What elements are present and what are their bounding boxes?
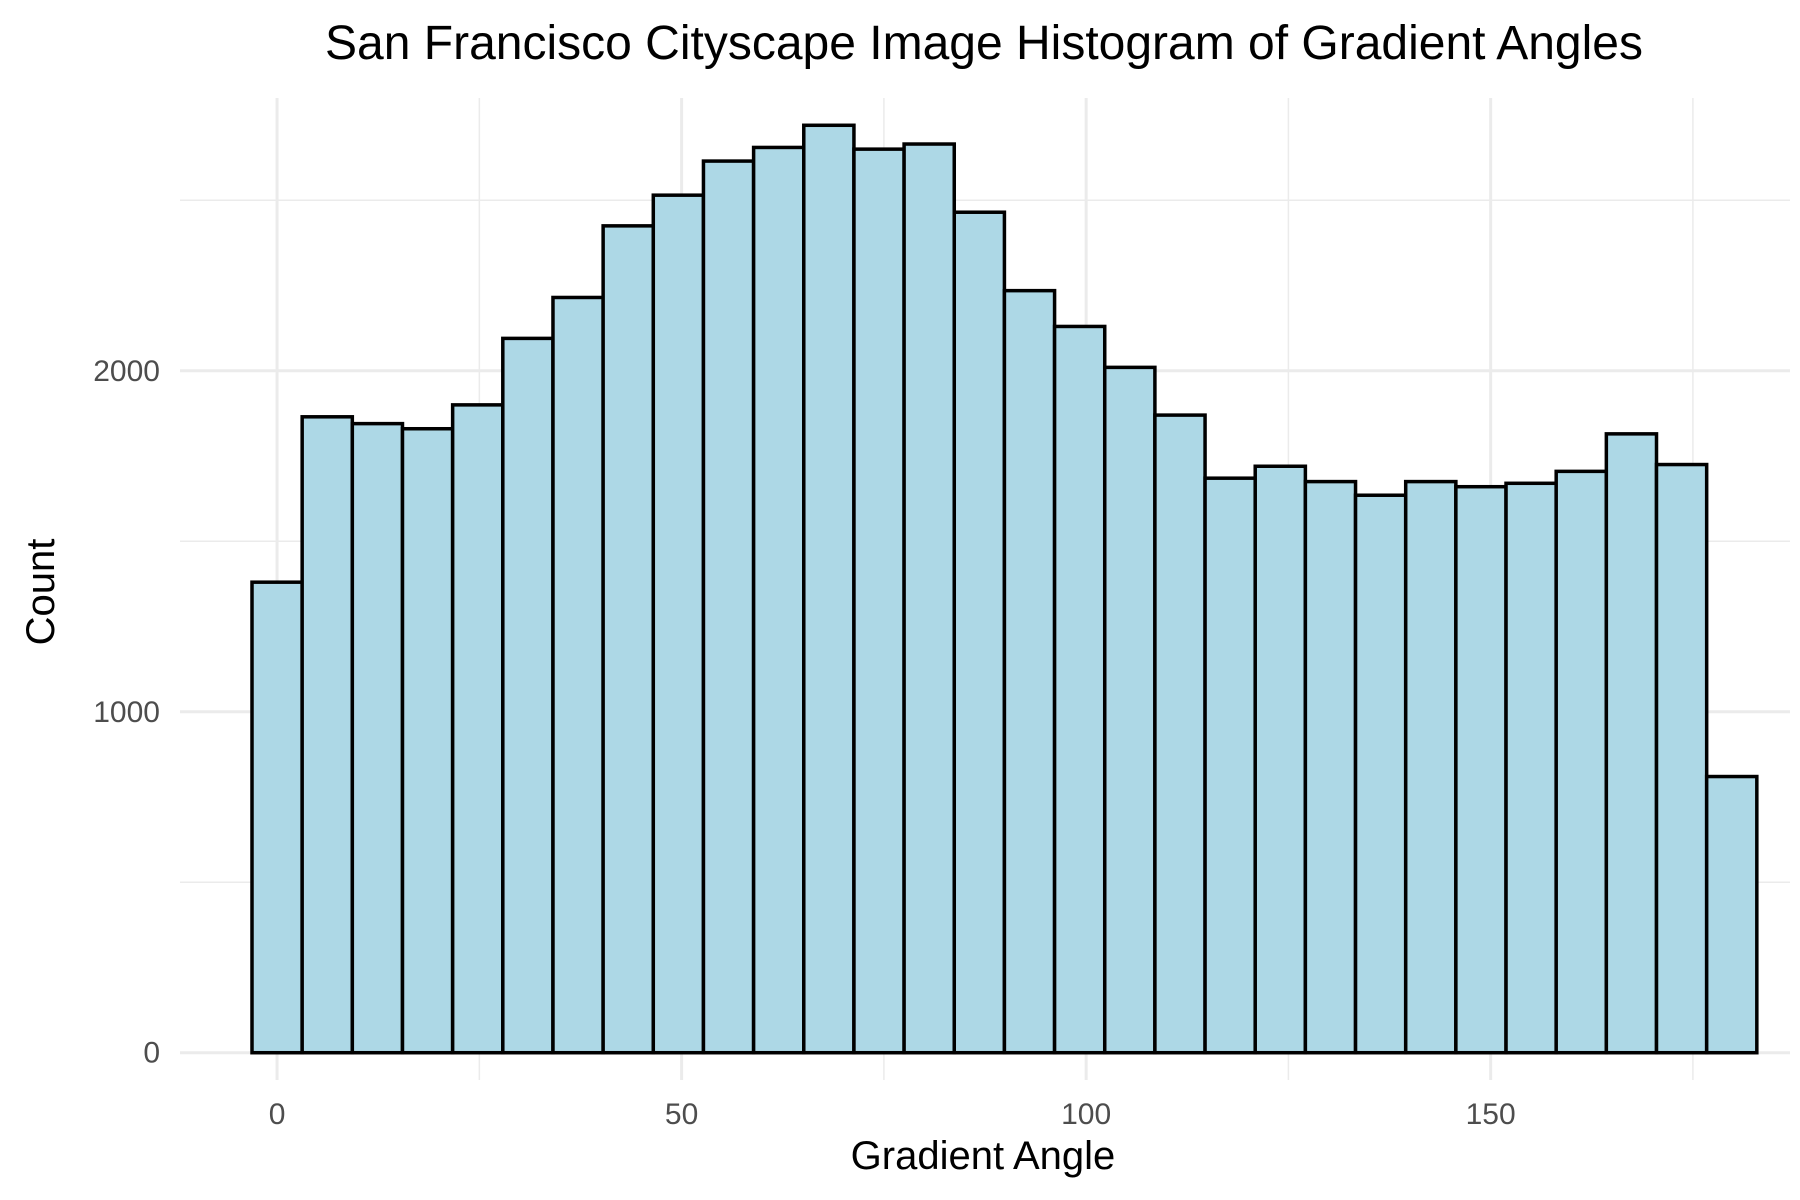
histogram-bar: [601, 224, 656, 1055]
histogram-bar: [1604, 432, 1659, 1055]
tick-labels: 0 50 100 150 0 1000 2000: [93, 355, 1515, 1131]
histogram-bar: [1002, 288, 1057, 1055]
histogram-bar: [651, 193, 706, 1055]
histogram-bar: [400, 426, 455, 1055]
x-axis-title: Gradient Angle: [850, 1134, 1116, 1178]
histogram-bar: [250, 580, 304, 1055]
histogram-bar: [350, 421, 405, 1055]
histogram-bar: [701, 159, 756, 1055]
x-tick-label: 150: [1466, 1098, 1516, 1131]
bars-layer: [250, 123, 1759, 1055]
x-tick-label: 100: [1061, 1098, 1111, 1131]
histogram-bar: [1253, 464, 1308, 1055]
y-tick-label: 1000: [93, 696, 160, 729]
histogram-bar: [751, 145, 806, 1055]
histogram-bar: [300, 415, 355, 1055]
histogram-bar: [1403, 479, 1458, 1055]
histogram-bar: [1353, 493, 1408, 1055]
histogram-bar: [1153, 413, 1207, 1055]
y-tick-label: 2000: [93, 355, 160, 388]
histogram-bar: [551, 295, 605, 1055]
histogram-bar: [1504, 481, 1558, 1055]
histogram-bar: [902, 142, 957, 1055]
histogram-bar: [1454, 484, 1508, 1055]
x-tick-label: 50: [665, 1098, 698, 1131]
histogram-bar: [1052, 324, 1107, 1055]
histogram-bar: [952, 210, 1007, 1055]
y-tick-label: 0: [143, 1037, 160, 1070]
histogram-bar: [1554, 469, 1609, 1055]
histogram-bar: [852, 147, 906, 1055]
histogram-bar: [1704, 774, 1759, 1055]
histogram-bar: [1102, 365, 1157, 1055]
histogram-bar: [802, 123, 856, 1055]
histogram-bar: [1303, 479, 1358, 1055]
x-tick-label: 0: [269, 1098, 286, 1131]
histogram-bar: [450, 403, 505, 1055]
histogram-bar: [501, 336, 555, 1055]
histogram-bar: [1203, 476, 1257, 1055]
chart-title: San Francisco Cityscape Image Histogram …: [325, 17, 1643, 70]
histogram-bar: [1654, 462, 1709, 1055]
